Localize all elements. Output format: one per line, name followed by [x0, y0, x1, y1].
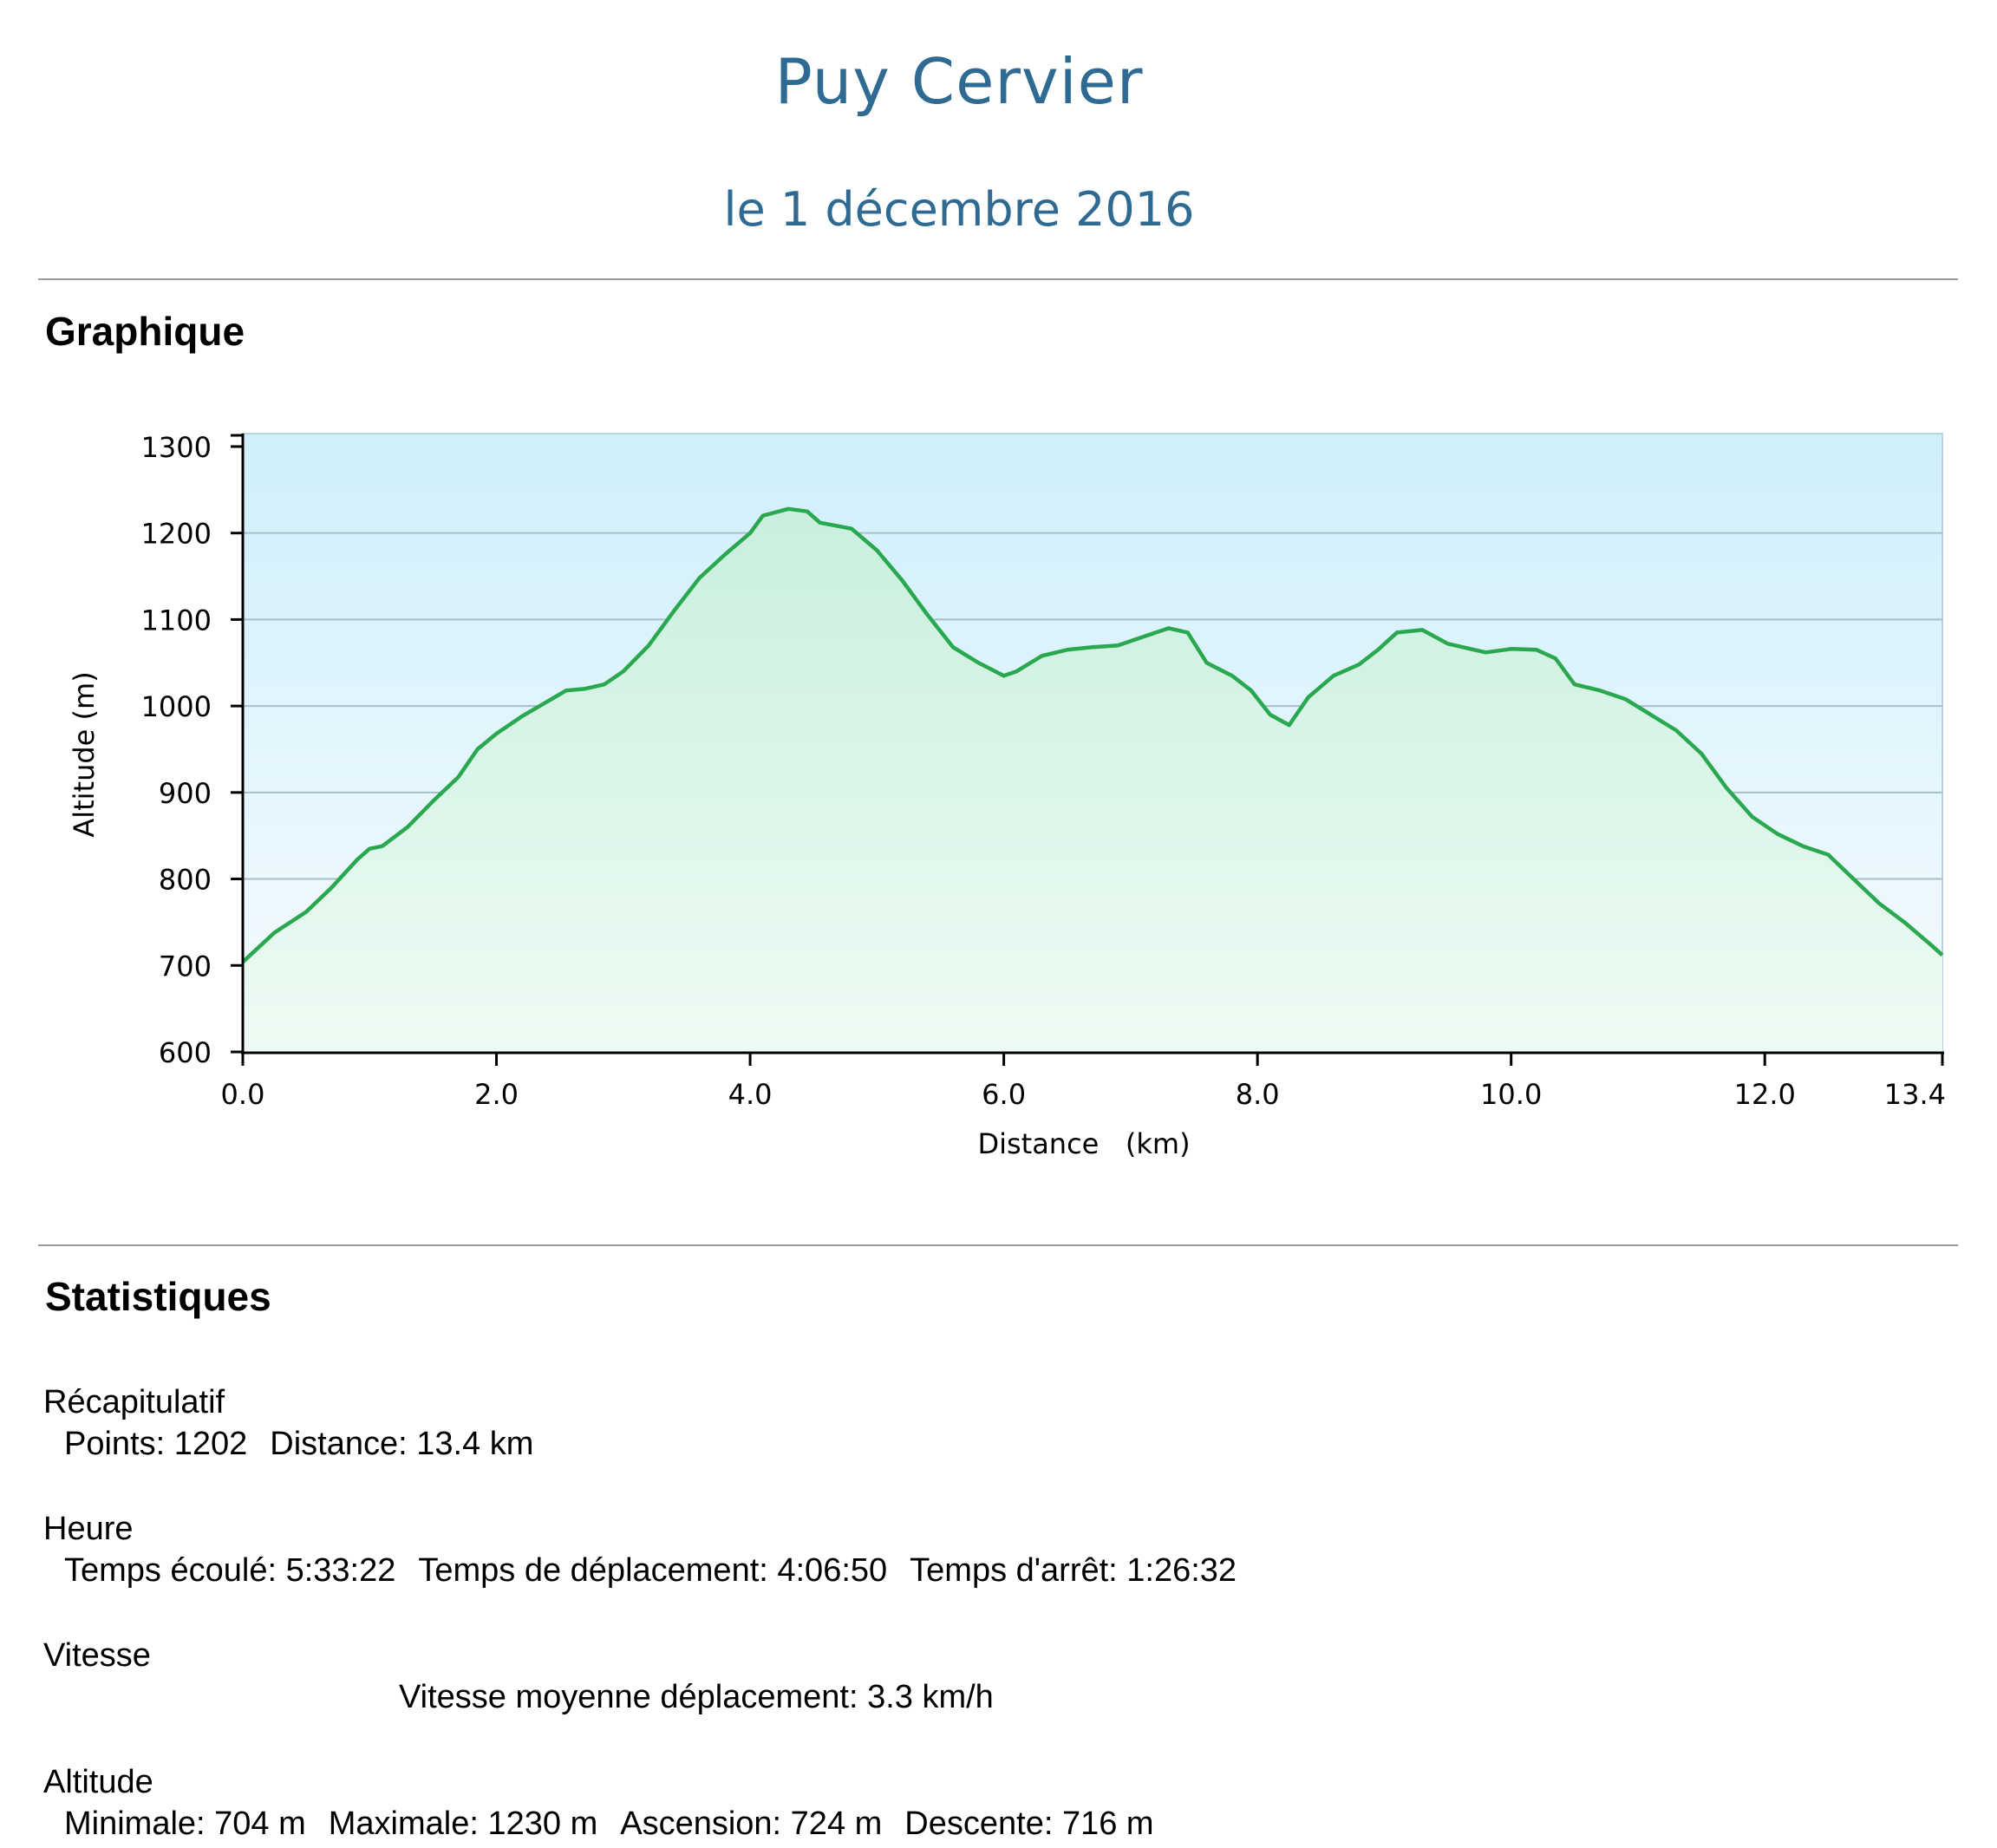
y-ticks: 600 700 800 900 1000 1100 1200 1300: [141, 431, 243, 1069]
stat-altitude-line: Minimale: 704 m Maximale: 1230 m Ascension…: [64, 1806, 1177, 1843]
x-tick-label: 13.4: [1884, 1078, 1946, 1111]
stat-moving-speed: Vitesse moyenne déplacement: 3.3 km/h: [399, 1679, 994, 1715]
stats-section-title: Statistiques: [45, 1274, 271, 1319]
stat-ascent: Ascension: 724 m: [620, 1806, 883, 1842]
x-axis-label: Distance (km): [977, 1127, 1190, 1160]
y-tick-label: 700: [159, 950, 212, 983]
stat-stopped-time: Temps d'arrêt: 1:26:32: [910, 1552, 1237, 1589]
page-subtitle: le 1 décembre 2016: [723, 182, 1195, 237]
x-tick-label: 2.0: [474, 1078, 519, 1111]
y-axis-label: Altitude (m): [68, 671, 101, 837]
altitude-chart: 600 700 800 900 1000 1100 1200 1300 0.0 2.0 4.0 6.…: [68, 431, 1946, 1160]
stat-alt-min: Minimale: 704 m: [64, 1806, 306, 1842]
stat-recap-heading: Récapitulatif: [43, 1384, 225, 1420]
x-ticks: 0.0 2.0 4.0 6.0 8.0 10.0 12.0 13.4: [221, 1053, 1946, 1111]
stat-heure-line: Temps écoulé: 5:33:22 Temps de déplacemen…: [64, 1552, 1259, 1590]
y-tick-label: 1100: [141, 604, 212, 637]
page-title: Puy Cervier: [774, 45, 1144, 118]
divider-middle: [38, 1244, 1958, 1246]
stat-altitude-heading: Altitude: [43, 1764, 153, 1800]
x-tick-label: 6.0: [982, 1078, 1026, 1111]
axes: [241, 434, 1944, 1055]
y-tick-label: 800: [159, 864, 212, 897]
altitude-line: [241, 506, 1944, 963]
y-tick-label: 900: [159, 777, 212, 810]
stat-descent: Descente: 716 m: [904, 1806, 1154, 1842]
stat-heure-heading: Heure: [43, 1511, 134, 1547]
stat-alt-max: Maximale: 1230 m: [328, 1806, 598, 1842]
stat-points: Points: 1202: [64, 1426, 248, 1462]
y-tick-label: 1000: [141, 690, 212, 723]
stat-elapsed: Temps écoulé: 5:33:22: [64, 1552, 396, 1589]
y-tick-label: 600: [159, 1036, 212, 1069]
graph-section-title: Graphique: [45, 309, 245, 354]
stat-distance: Distance: 13.4 km: [270, 1426, 534, 1462]
stat-moving-time: Temps de déplacement: 4:06:50: [418, 1552, 888, 1589]
stat-recap-line: Points: 1202 Distance: 13.4 km: [64, 1426, 556, 1463]
altitude-area: [243, 508, 1942, 1052]
x-tick-label: 12.0: [1734, 1078, 1796, 1111]
y-tick-label: 1300: [141, 431, 212, 464]
x-tick-label: 8.0: [1236, 1078, 1280, 1111]
stat-vitesse-line: Vitesse moyenne déplacement: 3.3 km/h: [399, 1679, 1016, 1716]
x-tick-label: 10.0: [1480, 1078, 1542, 1111]
divider-top: [38, 278, 1958, 280]
stat-vitesse-heading: Vitesse: [43, 1637, 151, 1674]
y-tick-label: 1200: [141, 518, 212, 551]
x-tick-label: 0.0: [221, 1078, 265, 1111]
x-tick-label: 4.0: [728, 1078, 773, 1111]
